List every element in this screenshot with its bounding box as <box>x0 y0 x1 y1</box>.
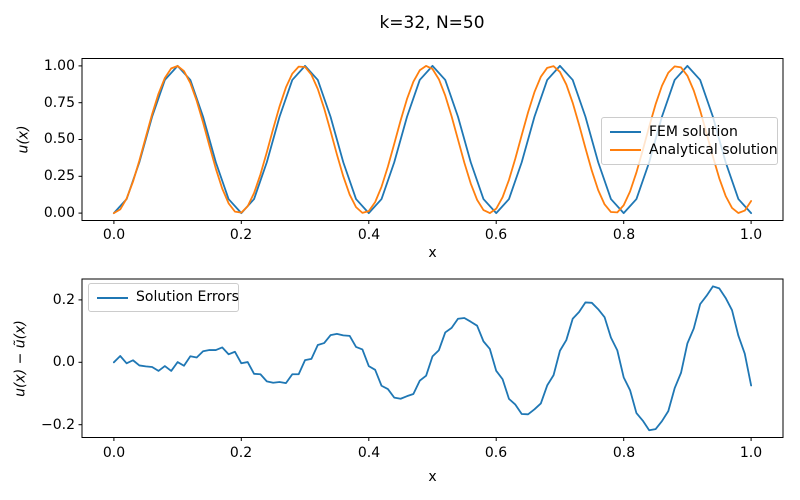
x-tick-label: 0.0 <box>102 445 126 461</box>
analytical-line-swatch <box>610 149 641 151</box>
y-tick-label: 0.2 <box>52 292 75 308</box>
top-axes-frame <box>81 58 784 221</box>
y-tick-label: 0.00 <box>43 205 75 221</box>
legend-label: FEM solution <box>649 123 738 140</box>
y-tick-label: 0.0 <box>52 354 75 370</box>
legend-top: FEM solution Analytical solution <box>601 117 778 165</box>
y-tick-label: 0.25 <box>43 168 75 184</box>
x-tick-label: 0.6 <box>484 445 508 461</box>
chart-title: k=32, N=50 <box>379 13 485 33</box>
x-tick-label: 1.0 <box>739 227 763 243</box>
x-axis-label-bottom: x <box>428 469 437 485</box>
y-axis-label-bottom: u(x) − ũ(x) <box>12 320 29 397</box>
y-tick-label: 0.50 <box>43 131 75 147</box>
x-tick-label: 0.8 <box>612 227 636 243</box>
legend-entry-fem: FEM solution <box>610 123 769 141</box>
legend-entry-analytical: Analytical solution <box>610 141 778 159</box>
bottom-axes-frame <box>81 278 784 438</box>
x-tick-label: 0.6 <box>484 227 508 243</box>
solution-errors-line <box>112 285 753 432</box>
fem-solution-line <box>112 64 753 215</box>
fem-line-swatch <box>610 131 641 133</box>
x-tick-label: 0.8 <box>612 445 636 461</box>
y-tick-label: −0.2 <box>41 417 75 433</box>
x-tick-label: 1.0 <box>739 445 763 461</box>
legend-entry-errors: Solution Errors <box>97 289 239 306</box>
legend-label: Solution Errors <box>136 289 239 305</box>
x-tick-label: 0.0 <box>102 227 126 243</box>
errors-line-swatch <box>97 296 128 299</box>
x-tick-label: 0.4 <box>357 445 381 461</box>
legend-bottom: Solution Errors <box>88 283 239 312</box>
x-tick-label: 0.2 <box>229 445 253 461</box>
x-axis-label-top: x <box>428 245 437 261</box>
y-axis-label-top: u(x) <box>15 125 32 154</box>
y-tick-label: 1.00 <box>43 58 75 74</box>
y-tick-label: 0.75 <box>43 95 75 111</box>
legend-label: Analytical solution <box>649 141 778 158</box>
x-tick-label: 0.4 <box>357 227 381 243</box>
x-tick-label: 0.2 <box>229 227 253 243</box>
